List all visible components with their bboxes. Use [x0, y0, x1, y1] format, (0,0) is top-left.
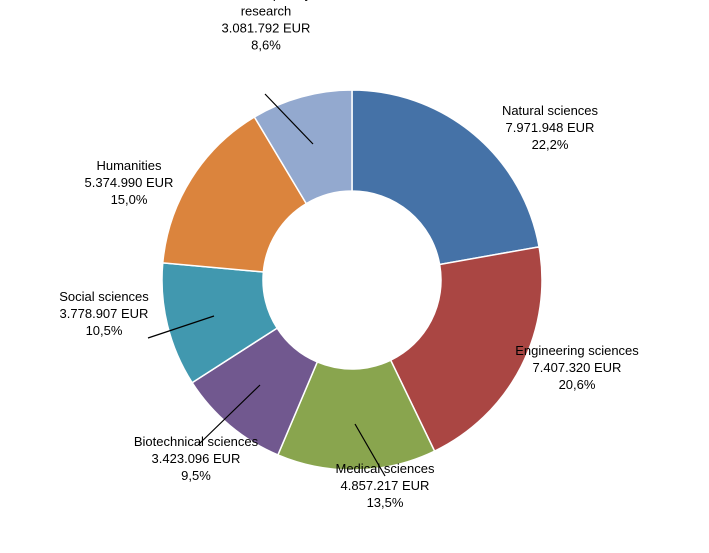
percent-label-engineering-sciences: 20,6%	[559, 377, 596, 392]
percent-label-social-sciences: 10,5%	[86, 323, 123, 338]
category-label-medical-sciences: Medical sciences	[336, 461, 435, 476]
data-label-social-sciences: Social sciences 3.778.907 EUR 10,5%	[59, 289, 149, 338]
data-label-biotechnical-sciences: Biotechnical sciences 3.423.096 EUR 9,5%	[134, 434, 259, 483]
amount-label-medical-sciences: 4.857.217 EUR	[341, 478, 430, 493]
category-label-interdisciplinary-research: research	[241, 4, 292, 19]
category-label-engineering-sciences: Engineering sciences	[515, 343, 639, 358]
amount-label-interdisciplinary-research: 3.081.792 EUR	[222, 21, 311, 36]
amount-label-engineering-sciences: 7.407.320 EUR	[533, 360, 622, 375]
data-label-interdisciplinary-research: Interdisciplinary research 3.081.792 EUR 8,…	[221, 0, 312, 53]
slice-medical-sciences	[276, 359, 436, 471]
category-label-humanities: Humanities	[96, 158, 162, 173]
data-label-engineering-sciences: Engineering sciences 7.407.320 EUR 20,6%	[515, 343, 639, 392]
leader-line-interdisciplinary-research	[264, 93, 314, 145]
slice-natural-sciences	[351, 89, 540, 266]
leader-line-medical-sciences	[354, 423, 386, 477]
data-label-humanities: Humanities 5.374.990 EUR 15,0%	[85, 158, 174, 207]
category-label-social-sciences: Social sciences	[59, 289, 149, 304]
percent-label-medical-sciences: 13,5%	[367, 495, 404, 510]
slice-humanities	[161, 115, 308, 273]
category-label-interdisciplinary-research: Interdisciplinary	[221, 0, 312, 2]
percent-label-biotechnical-sciences: 9,5%	[181, 468, 211, 483]
leader-lines-group	[147, 93, 386, 477]
amount-label-humanities: 5.374.990 EUR	[85, 175, 174, 190]
amount-label-biotechnical-sciences: 3.423.096 EUR	[152, 451, 241, 466]
category-label-natural-sciences: Natural sciences	[502, 103, 599, 118]
slice-engineering-sciences	[389, 245, 543, 453]
percent-label-humanities: 15,0%	[111, 192, 148, 207]
category-label-biotechnical-sciences: Biotechnical sciences	[134, 434, 259, 449]
data-labels-group: Natural sciences 7.971.948 EUR 22,2% Engine…	[59, 0, 639, 510]
leader-line-social-sciences	[147, 315, 215, 339]
slice-interdisciplinary-research	[253, 89, 353, 205]
amount-label-social-sciences: 3.778.907 EUR	[60, 306, 149, 321]
data-label-medical-sciences: Medical sciences 4.857.217 EUR 13,5%	[336, 461, 435, 510]
percent-label-natural-sciences: 22,2%	[532, 137, 569, 152]
data-label-natural-sciences: Natural sciences 7.971.948 EUR 22,2%	[502, 103, 599, 152]
slices-group	[161, 89, 543, 471]
percent-label-interdisciplinary-research: 8,6%	[251, 38, 281, 53]
amount-label-natural-sciences: 7.971.948 EUR	[506, 120, 595, 135]
leader-line-biotechnical-sciences	[197, 384, 261, 446]
